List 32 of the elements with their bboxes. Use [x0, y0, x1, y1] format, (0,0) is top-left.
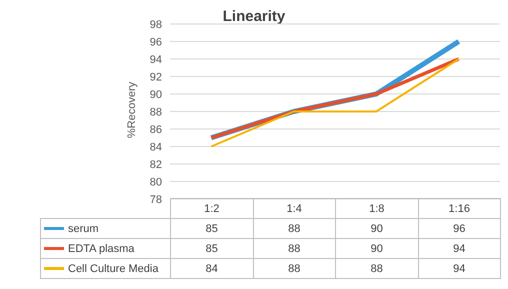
- x-tick-label: 1:16: [418, 198, 500, 218]
- legend-label: Cell Culture Media: [68, 262, 158, 274]
- data-label: 85: [170, 238, 253, 258]
- legend-label: EDTA plasma: [68, 242, 134, 254]
- y-axis-title: %Recovery: [126, 82, 138, 138]
- y-tick-label: 94: [150, 54, 162, 66]
- data-label: 90: [336, 218, 418, 238]
- y-tick-label: 92: [150, 71, 162, 84]
- data-label: 94: [418, 258, 500, 278]
- data-label: 88: [253, 238, 336, 258]
- data-label: 88: [253, 258, 336, 278]
- legend-label: serum: [68, 222, 99, 234]
- x-tick-label: 1:8: [336, 198, 418, 218]
- y-tick-label: 86: [150, 124, 162, 136]
- y-tick-label: 84: [150, 141, 162, 154]
- y-tick-label: 96: [150, 36, 162, 48]
- x-tick-label: 1:2: [170, 198, 253, 218]
- data-label: 94: [418, 238, 500, 258]
- y-tick-label: 82: [150, 158, 162, 171]
- data-label: 85: [170, 218, 253, 238]
- x-tick-label: 1:4: [253, 198, 336, 218]
- chart-title: Linearity: [222, 8, 286, 25]
- y-tick-label: 90: [150, 88, 162, 101]
- data-label: 88: [253, 218, 336, 238]
- data-label: 84: [170, 258, 253, 278]
- y-tick-label: 88: [150, 106, 162, 118]
- y-tick-label: 78: [150, 194, 162, 206]
- data-label: 90: [336, 238, 418, 258]
- data-label: 88: [336, 258, 418, 278]
- y-tick-label: 80: [150, 176, 162, 188]
- y-tick-label: 98: [150, 18, 162, 31]
- data-label: 96: [418, 218, 500, 238]
